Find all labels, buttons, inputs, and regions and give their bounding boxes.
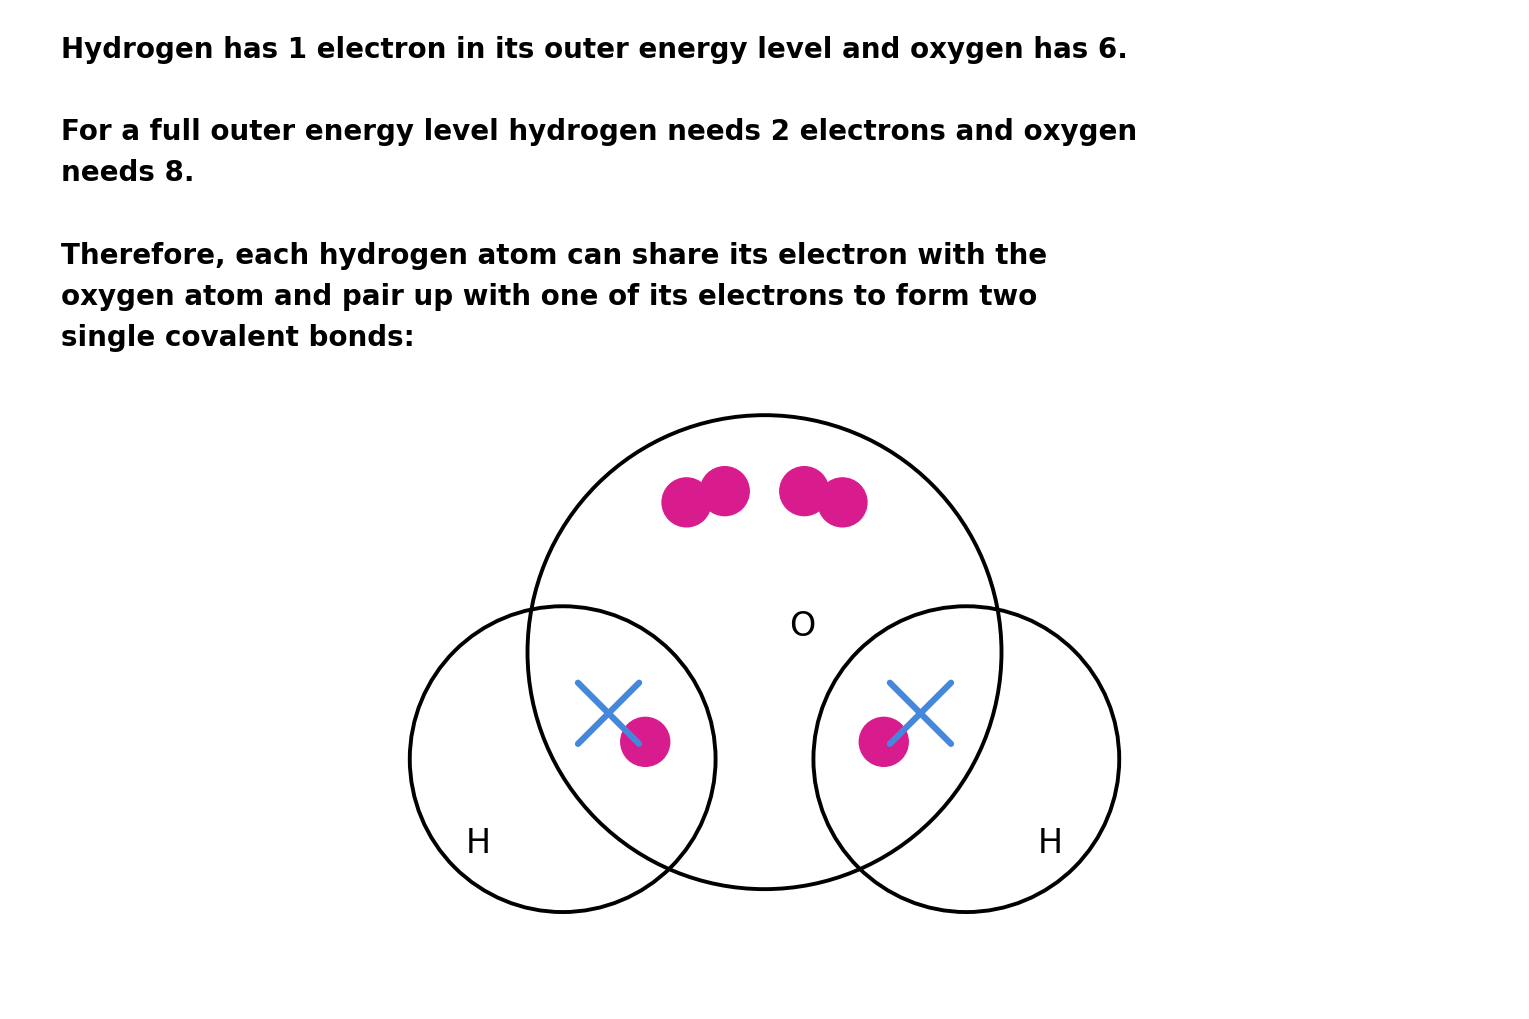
Ellipse shape xyxy=(818,478,867,527)
Ellipse shape xyxy=(700,467,749,516)
Text: H: H xyxy=(1038,826,1063,860)
Ellipse shape xyxy=(780,467,829,516)
Text: H: H xyxy=(466,826,491,860)
Text: Hydrogen has 1 electron in its outer energy level and oxygen has 6.

For a full : Hydrogen has 1 electron in its outer ene… xyxy=(61,36,1138,353)
Ellipse shape xyxy=(621,717,670,766)
Text: O: O xyxy=(789,610,816,643)
Ellipse shape xyxy=(859,717,908,766)
Ellipse shape xyxy=(662,478,711,527)
